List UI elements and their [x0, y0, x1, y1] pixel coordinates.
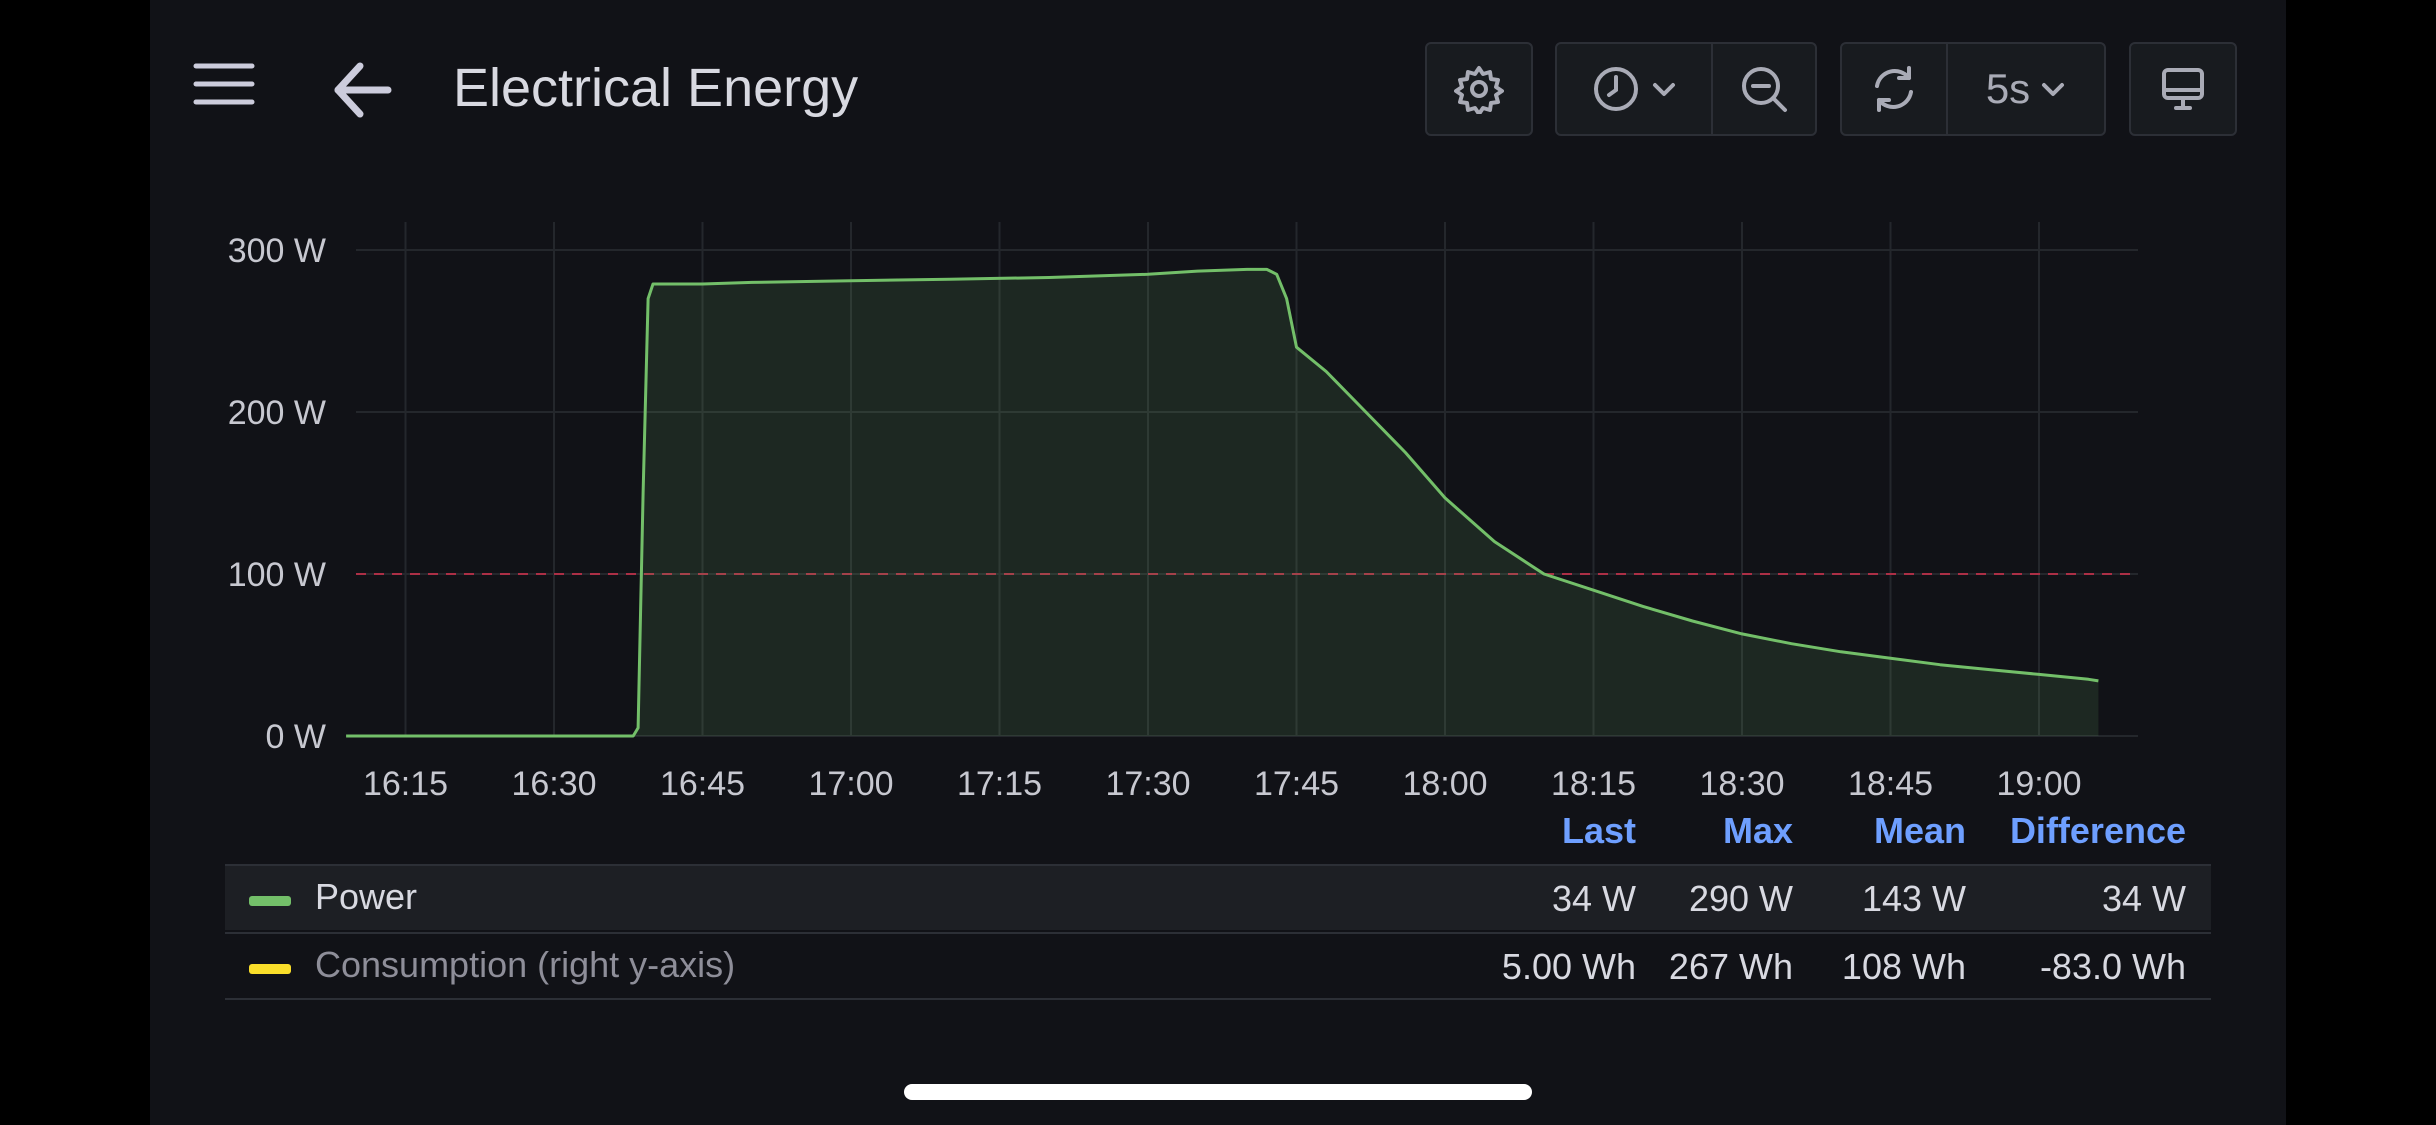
legend-value-mean: 108 Wh: [1841, 946, 1966, 987]
legend-header-mean[interactable]: Mean: [1873, 810, 1966, 851]
legend-value-difference: 34 W: [2101, 878, 2186, 919]
tv-mode-button[interactable]: [2129, 42, 2237, 136]
x-tick-label: 16:45: [660, 765, 745, 800]
x-tick-label: 18:30: [1699, 765, 1784, 800]
series-area-power: [346, 269, 2099, 736]
series-line-power: [346, 267, 2099, 738]
zoom-out-icon: [1742, 67, 1787, 112]
legend-series-name: Consumption (right y-axis): [315, 944, 736, 985]
arrow-left-icon[interactable]: [330, 60, 394, 120]
x-tick-label: 18:45: [1848, 765, 1933, 800]
power-chart[interactable]: 0 W 100 W 200 W 300 W 16:15 16:30 16:45 17:00 1…: [150, 0, 2286, 800]
gear-icon: [1454, 66, 1504, 114]
refresh-interval-label: 5s: [1985, 65, 2031, 112]
legend-header-last[interactable]: Last: [1561, 810, 1636, 851]
x-tick-label: 16:30: [511, 765, 596, 800]
chevron-down-icon: [2042, 83, 2065, 96]
legend-value-last: 5.00 Wh: [1501, 946, 1636, 987]
legend-row-power[interactable]: Power 34 W 290 W 143 W 34 W: [225, 864, 2211, 930]
legend-header-max[interactable]: Max: [1722, 810, 1793, 851]
time-zoom-group: [1555, 42, 1817, 136]
refresh-button[interactable]: [1842, 44, 1946, 134]
zoom-out-button[interactable]: [1711, 44, 1815, 134]
time-picker-button[interactable]: [1557, 44, 1711, 134]
y-tick-label: 100 W: [228, 556, 326, 594]
x-tick-label: 17:00: [808, 765, 893, 800]
page-title: Electrical Energy: [453, 58, 859, 118]
y-tick-label: 0 W: [266, 718, 326, 756]
legend-row-consumption[interactable]: Consumption (right y-axis) 5.00 Wh 267 W…: [225, 932, 2211, 998]
x-tick-label: 17:30: [1105, 765, 1190, 800]
legend-header-difference[interactable]: Difference: [2009, 810, 2186, 851]
legend-value-difference: -83.0 Wh: [2039, 946, 2186, 987]
home-indicator[interactable]: [904, 1084, 1532, 1100]
chevron-down-icon: [1653, 83, 1675, 96]
clock-icon: [1594, 67, 1638, 111]
x-tick-label: 18:15: [1551, 765, 1636, 800]
x-tick-label: 19:00: [1996, 765, 2081, 800]
y-tick-label: 200 W: [228, 394, 326, 432]
hamburger-menu-icon[interactable]: [192, 60, 256, 108]
legend-swatch-power: [249, 896, 291, 906]
refresh-interval-picker[interactable]: 5s: [1946, 44, 2104, 134]
legend-swatch-consumption: [249, 964, 291, 974]
refresh-group: 5s: [1840, 42, 2106, 136]
legend-value-last: 34 W: [1551, 878, 1636, 919]
settings-button[interactable]: [1425, 42, 1533, 136]
monitor-icon: [2162, 68, 2204, 110]
x-tick-label: 17:15: [957, 765, 1042, 800]
refresh-icon: [1875, 66, 1913, 112]
legend-value-max: 267 Wh: [1668, 946, 1793, 987]
x-tick-label: 18:00: [1402, 765, 1487, 800]
legend-series-name: Power: [315, 876, 418, 917]
y-tick-label: 300 W: [228, 232, 326, 270]
x-tick-label: 17:45: [1254, 765, 1339, 800]
dashboard-app: Electrical Energy 5s 0 W 100: [150, 0, 2286, 1125]
legend-divider: [225, 998, 2211, 1000]
legend-value-max: 290 W: [1688, 878, 1793, 919]
x-tick-label: 16:15: [363, 765, 448, 800]
legend-value-mean: 143 W: [1861, 878, 1966, 919]
